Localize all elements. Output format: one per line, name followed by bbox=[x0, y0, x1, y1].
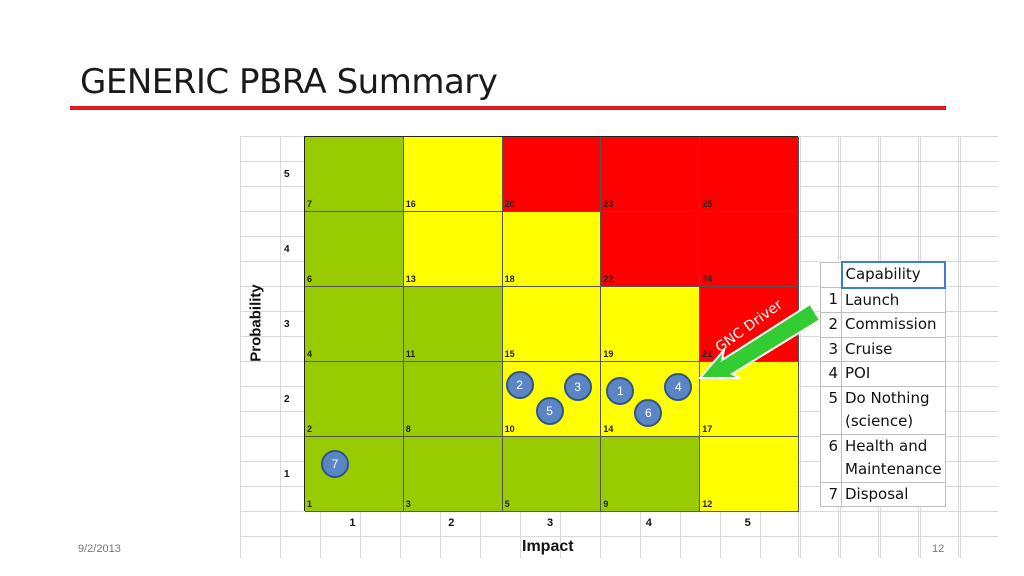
impact-tick: 2 bbox=[448, 517, 455, 529]
legend-number: 6 bbox=[820, 433, 842, 483]
matrix-cell: 18 bbox=[502, 212, 602, 287]
title-underline bbox=[70, 106, 946, 110]
slide-title: GENERIC PBRA Summary bbox=[80, 62, 498, 102]
marker-6: 6 bbox=[634, 399, 663, 427]
matrix-cell: 22 bbox=[601, 212, 701, 287]
legend-capability: Health and Maintenance bbox=[841, 433, 946, 483]
matrix-cell: 1 bbox=[305, 437, 404, 512]
cell-score: 1 bbox=[307, 499, 313, 509]
cell-score: 6 bbox=[307, 274, 313, 284]
matrix-cell: 3 bbox=[403, 437, 503, 512]
cell-score: 25 bbox=[702, 199, 713, 209]
matrix-cell: 13 bbox=[403, 212, 503, 287]
legend-row: 1 Launch bbox=[820, 287, 946, 313]
capability-legend: Capability 1 Launch 2 Commission 3 Cruise 4 POI… bbox=[820, 261, 947, 507]
cell-score: 11 bbox=[405, 349, 416, 359]
legend-capability: Do Nothing (science) bbox=[841, 385, 946, 435]
legend-row: 6 Health and Maintenance bbox=[820, 433, 946, 483]
cell-score: 23 bbox=[603, 199, 614, 209]
cell-score: 3 bbox=[405, 499, 411, 509]
impact-tick: 1 bbox=[349, 517, 356, 529]
cell-score: 7 bbox=[307, 199, 313, 209]
matrix-cell: 4 bbox=[305, 287, 404, 362]
matrix-cell: 6 bbox=[305, 212, 404, 287]
probability-tick: 2 bbox=[284, 394, 290, 405]
probability-tick: 1 bbox=[284, 469, 290, 480]
cell-score: 19 bbox=[603, 349, 614, 359]
legend-number: 5 bbox=[820, 385, 842, 435]
probability-tick: 4 bbox=[284, 244, 290, 255]
cell-score: 4 bbox=[307, 349, 313, 359]
cell-score: 18 bbox=[504, 274, 515, 284]
cell-score: 22 bbox=[603, 274, 614, 284]
cell-score: 17 bbox=[702, 424, 713, 434]
impact-tick: 4 bbox=[645, 517, 652, 529]
cell-score: 9 bbox=[603, 499, 609, 509]
impact-tick: 3 bbox=[547, 517, 554, 529]
probability-tick: 5 bbox=[284, 169, 290, 180]
gnc-driver-arrow bbox=[697, 302, 822, 379]
legend-capability: POI bbox=[841, 361, 946, 387]
legend-row: 3 Cruise bbox=[820, 336, 946, 362]
arrow-shape bbox=[697, 302, 822, 379]
cell-score: 13 bbox=[405, 274, 416, 284]
matrix-cell: 24 bbox=[700, 212, 799, 287]
cell-score: 12 bbox=[702, 499, 713, 509]
footer-date: 9/2/2013 bbox=[78, 543, 121, 555]
legend-row: 7 Disposal bbox=[820, 481, 946, 507]
matrix-cell: 16 bbox=[403, 137, 503, 212]
marker-5: 5 bbox=[535, 397, 564, 425]
cell-score: 10 bbox=[504, 424, 515, 434]
marker-3: 3 bbox=[563, 373, 592, 401]
marker-1: 1 bbox=[606, 377, 635, 405]
legend-capability: Disposal bbox=[841, 481, 946, 507]
cell-score: 2 bbox=[307, 424, 313, 434]
legend-number: 3 bbox=[820, 336, 842, 362]
marker-2: 2 bbox=[505, 371, 534, 399]
matrix-cell: 25 bbox=[700, 137, 799, 212]
matrix-cell: 12 bbox=[700, 437, 799, 512]
page-number: 12 bbox=[932, 543, 945, 555]
marker-7: 7 bbox=[321, 450, 349, 478]
legend-number: 4 bbox=[820, 361, 842, 387]
cell-score: 8 bbox=[405, 424, 411, 434]
legend-capability: Cruise bbox=[841, 336, 946, 362]
matrix-cell: 23 bbox=[601, 137, 701, 212]
legend-number: 2 bbox=[820, 312, 842, 338]
legend-row: 4 POI bbox=[820, 361, 946, 387]
legend-number: 1 bbox=[820, 287, 842, 313]
marker-4: 4 bbox=[664, 373, 693, 401]
matrix-cell: 8 bbox=[403, 362, 503, 437]
x-axis-label: Impact bbox=[522, 538, 574, 555]
matrix-cell: 11 bbox=[403, 287, 503, 362]
legend-row: 2 Commission bbox=[820, 312, 946, 338]
cell-score: 14 bbox=[603, 424, 614, 434]
cell-score: 5 bbox=[504, 499, 510, 509]
y-axis-label: Probability bbox=[247, 284, 265, 362]
matrix-cell: 7 bbox=[305, 137, 404, 212]
cell-score: 15 bbox=[504, 349, 515, 359]
cell-score: 16 bbox=[405, 199, 416, 209]
matrix-cell: 20 bbox=[502, 137, 602, 212]
cell-score: 20 bbox=[504, 199, 515, 209]
legend-row: 5 Do Nothing (science) bbox=[820, 385, 946, 435]
cell-score: 24 bbox=[702, 274, 713, 284]
impact-tick: 5 bbox=[744, 517, 751, 529]
legend-number: 7 bbox=[820, 481, 842, 507]
cell-score: 21 bbox=[702, 349, 713, 359]
probability-tick: 3 bbox=[284, 319, 290, 330]
matrix-cell: 2 bbox=[305, 362, 404, 437]
matrix-cell: 9 bbox=[601, 437, 701, 512]
legend-header: Capability bbox=[840, 261, 947, 289]
matrix-cell: 5 bbox=[502, 437, 602, 512]
legend-capability: Commission bbox=[841, 312, 946, 338]
legend-header-spacer bbox=[820, 261, 842, 288]
legend-capability: Launch bbox=[841, 287, 946, 313]
matrix-cell: 15 bbox=[502, 287, 602, 362]
legend-header-row: Capability bbox=[820, 261, 947, 289]
matrix-cell: 19 bbox=[601, 287, 701, 362]
